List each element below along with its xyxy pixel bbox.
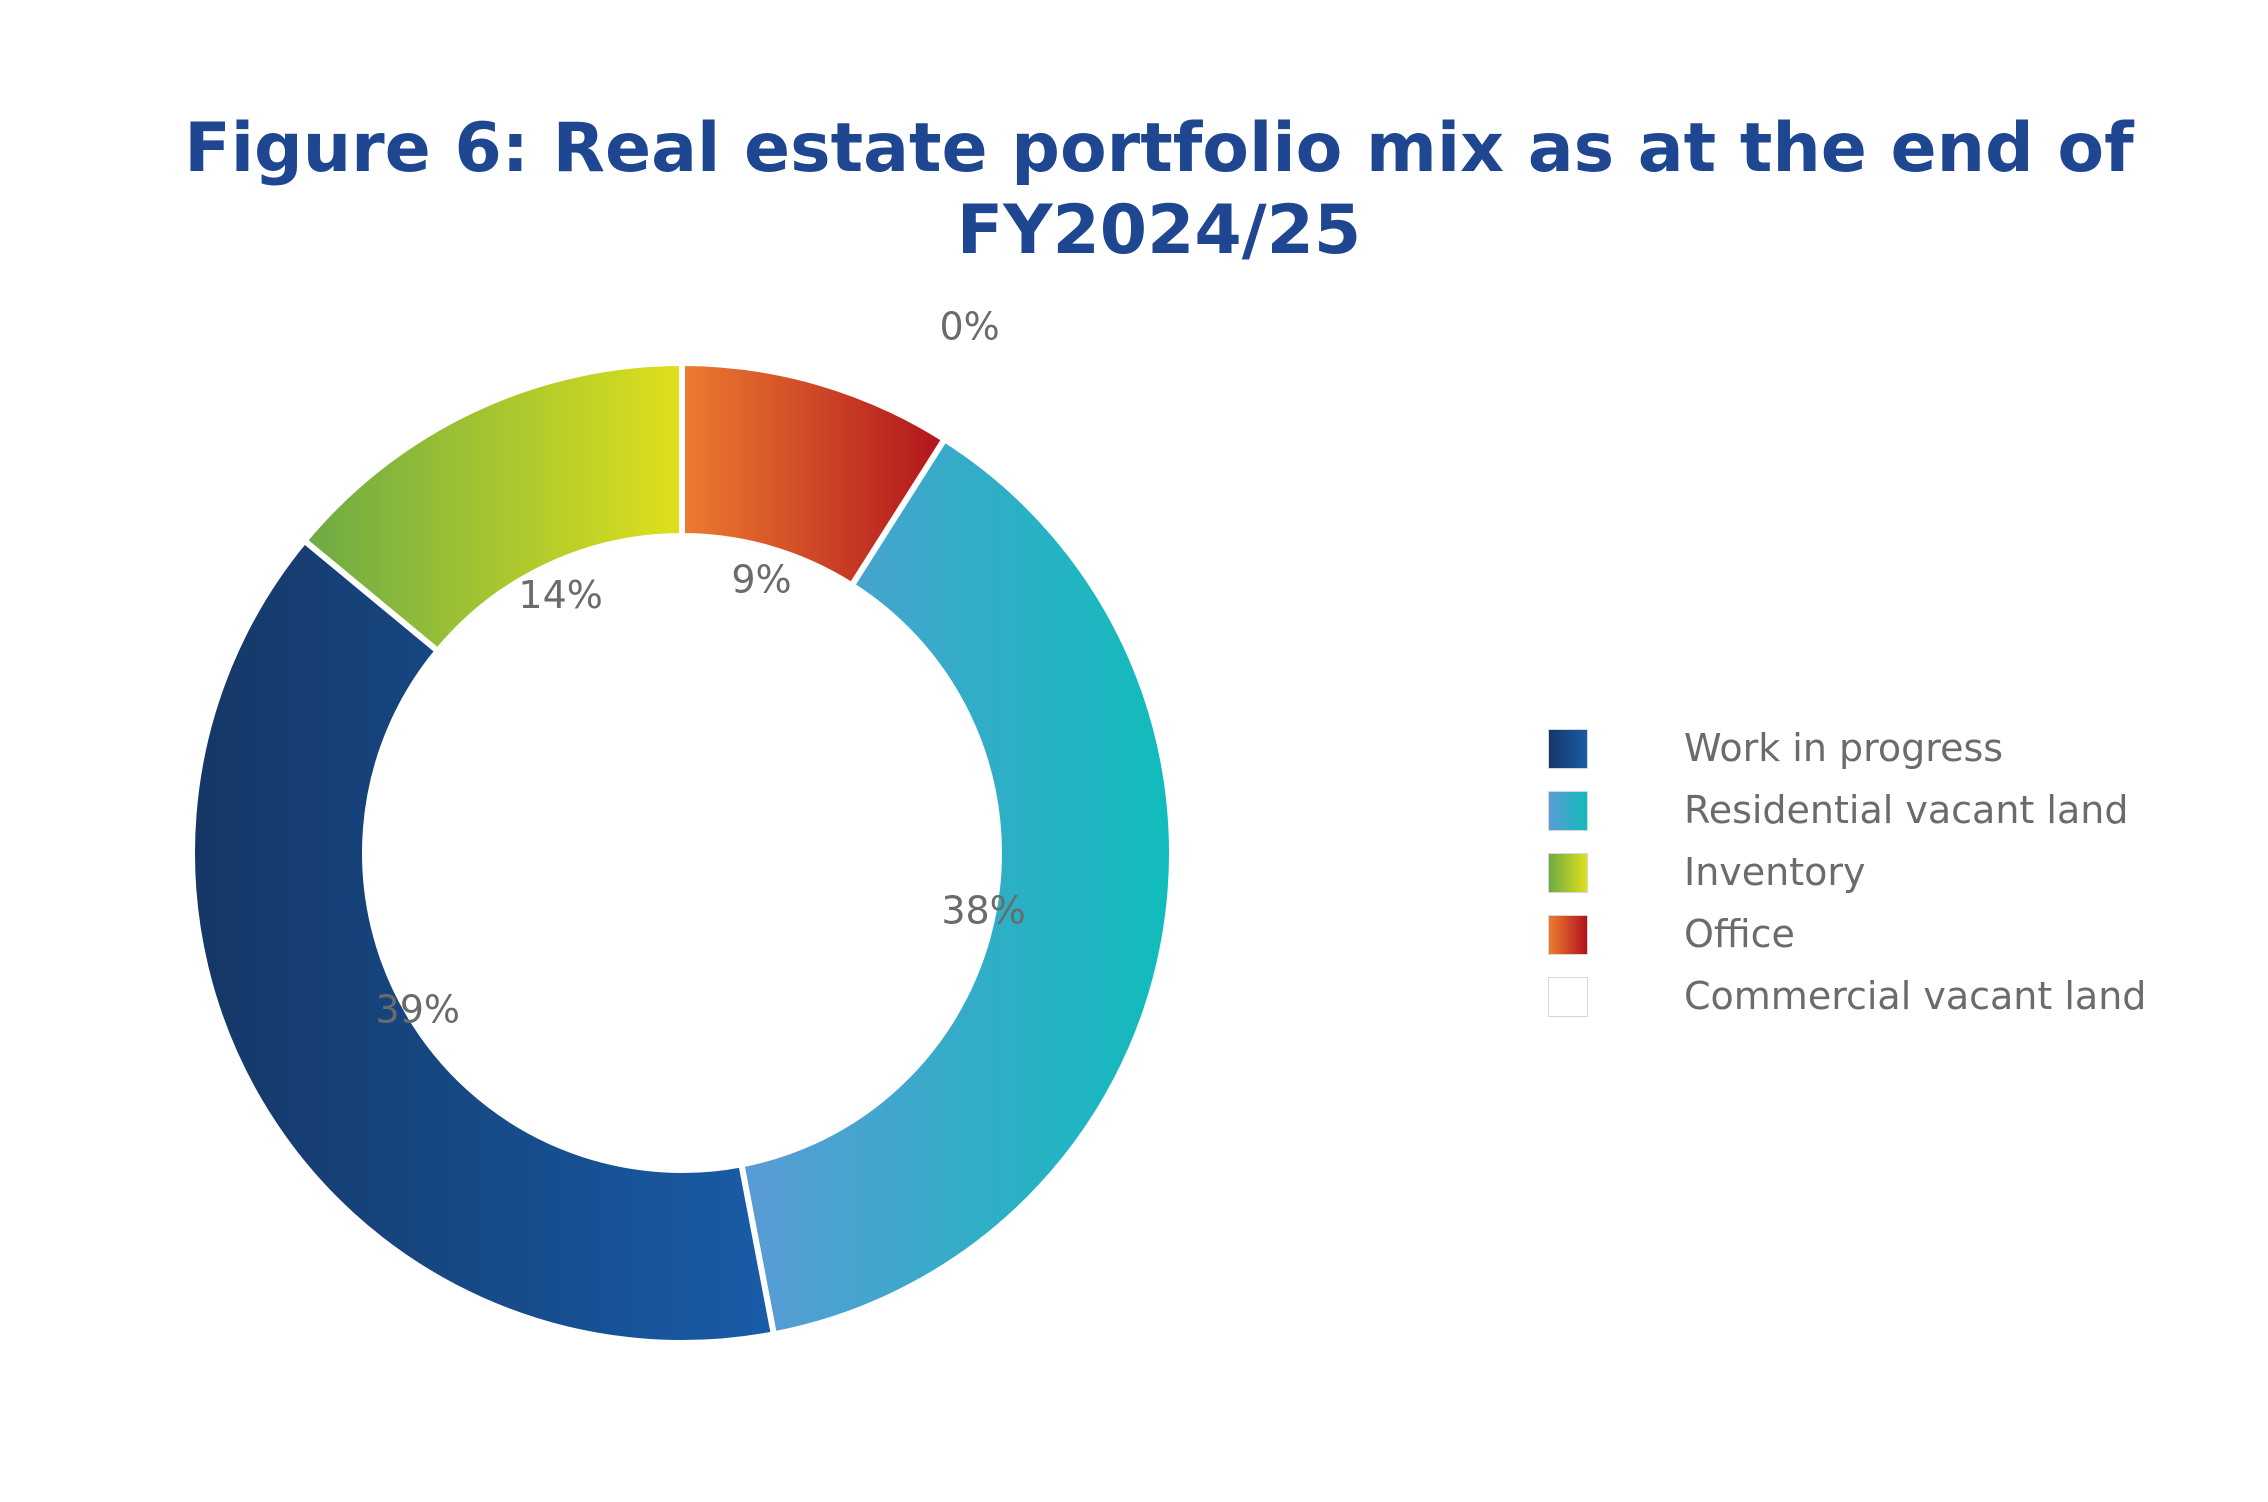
legend-item-commercial-vacant-land: Commercial vacant land: [1548, 966, 2146, 1028]
legend-swatch: [1548, 729, 1588, 769]
legend-label: Commercial vacant land: [1684, 974, 2147, 1019]
legend-label: Office: [1684, 912, 1795, 957]
chart-title: Figure 6: Real estate portfolio mix as a…: [0, 108, 2268, 272]
legend-swatch: [1548, 977, 1588, 1017]
legend-label: Inventory: [1684, 850, 1866, 895]
data-label-residential-vacant-land: 38%: [941, 889, 1025, 933]
donut-slices: [189, 359, 1175, 1346]
legend-label: Work in progress: [1684, 726, 2004, 771]
chart-title-line-1: Figure 6: Real estate portfolio mix as a…: [184, 109, 2134, 188]
legend-label: Residential vacant land: [1684, 788, 2129, 833]
legend-item-inventory: Inventory: [1548, 842, 1866, 904]
data-label-work-in-progress: 39%: [376, 987, 460, 1031]
legend-swatch: [1548, 853, 1588, 893]
chart-legend: Work in progress Residential vacant land I…: [1548, 718, 2146, 1028]
data-label-inventory: 14%: [518, 573, 602, 617]
slice-inventory: [300, 359, 685, 656]
data-label-office: 9%: [731, 557, 791, 601]
slice-residential-vacant-land: [737, 435, 1175, 1338]
donut-data-labels: 9% 38% 39% 14% 0%: [376, 304, 1026, 1031]
legend-item-residential-vacant-land: Residential vacant land: [1548, 780, 2128, 842]
legend-item-office: Office: [1548, 904, 1795, 966]
data-label-commercial-vacant-land: 0%: [940, 304, 1000, 348]
legend-item-work-in-progress: Work in progress: [1548, 718, 2003, 780]
legend-swatch: [1548, 791, 1588, 831]
slice-work-in-progress: [189, 536, 778, 1346]
chart-title-line-2: FY2024/25: [956, 191, 1362, 270]
legend-swatch: [1548, 915, 1588, 955]
